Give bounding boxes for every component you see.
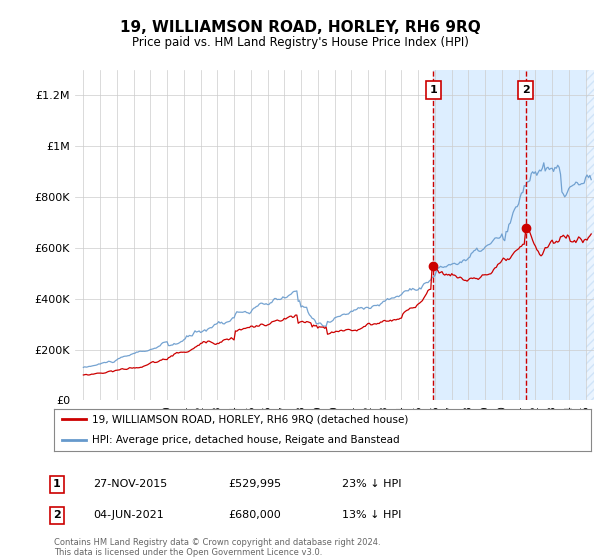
- Text: 23% ↓ HPI: 23% ↓ HPI: [342, 479, 401, 489]
- Text: 1: 1: [53, 479, 61, 489]
- Text: 04-JUN-2021: 04-JUN-2021: [93, 510, 164, 520]
- Text: Contains HM Land Registry data © Crown copyright and database right 2024.
This d: Contains HM Land Registry data © Crown c…: [54, 538, 380, 557]
- Bar: [526, 70, 594, 400]
- Text: £680,000: £680,000: [228, 510, 281, 520]
- Text: HPI: Average price, detached house, Reigate and Banstead: HPI: Average price, detached house, Reig…: [92, 435, 399, 445]
- Text: 27-NOV-2015: 27-NOV-2015: [93, 479, 167, 489]
- Text: Price paid vs. HM Land Registry's House Price Index (HPI): Price paid vs. HM Land Registry's House …: [131, 36, 469, 49]
- Text: 19, WILLIAMSON ROAD, HORLEY, RH6 9RQ: 19, WILLIAMSON ROAD, HORLEY, RH6 9RQ: [119, 20, 481, 35]
- Text: 1: 1: [430, 85, 437, 95]
- Text: £529,995: £529,995: [228, 479, 281, 489]
- Text: 19, WILLIAMSON ROAD, HORLEY, RH6 9RQ (detached house): 19, WILLIAMSON ROAD, HORLEY, RH6 9RQ (de…: [92, 414, 408, 424]
- Text: 2: 2: [522, 85, 530, 95]
- Text: 2: 2: [53, 510, 61, 520]
- Bar: [433, 70, 526, 400]
- Bar: [586, 70, 594, 400]
- Text: 13% ↓ HPI: 13% ↓ HPI: [342, 510, 401, 520]
